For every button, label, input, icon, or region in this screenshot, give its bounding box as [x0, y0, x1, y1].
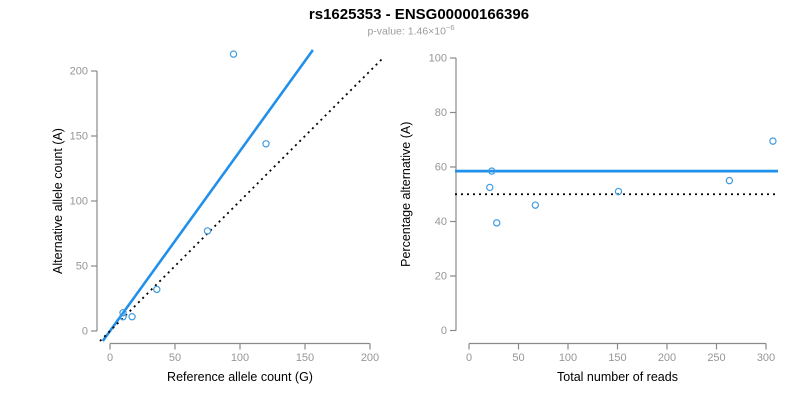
- data-point: [488, 167, 496, 175]
- data-point: [769, 137, 777, 145]
- y-tick-label: 200: [70, 66, 88, 78]
- x-tick-label: 100: [559, 352, 577, 364]
- plot-subtitle: p-value: 1.46×10−6: [367, 23, 454, 38]
- data-point: [203, 227, 212, 235]
- y-tick-label: 80: [435, 107, 447, 119]
- x-axis-title: Reference allele count (G): [167, 370, 313, 384]
- x-tick-label: 0: [466, 352, 472, 364]
- data-point: [493, 219, 501, 227]
- x-tick-label: 200: [658, 352, 676, 364]
- y-tick-label: 20: [435, 271, 447, 283]
- y-tick-label: 100: [70, 196, 88, 208]
- x-tick-label: 0: [107, 352, 113, 364]
- data-point: [119, 309, 127, 317]
- p-value-exponent: −6: [445, 23, 455, 32]
- x-tick-label: 300: [757, 352, 775, 364]
- data-point: [119, 313, 127, 321]
- x-tick-label: 50: [169, 352, 181, 364]
- data-point: [486, 183, 494, 192]
- data-point: [229, 50, 238, 58]
- y-tick-label: 0: [82, 326, 88, 338]
- plot-title: rs1625353 - ENSG00000166396: [308, 6, 530, 23]
- x-tick-label: 150: [296, 352, 314, 364]
- identity-line: [99, 57, 384, 342]
- data-point: [614, 187, 623, 196]
- data-point: [153, 285, 161, 294]
- panel-percentage-vs-reads: 0 20 40 60 80 100 0 50 100 150 200 250 300 Percentage…: [399, 53, 778, 384]
- y-tick-label: 150: [70, 131, 88, 143]
- x-tick-label: 100: [231, 352, 249, 364]
- regression-fit: [101, 49, 314, 342]
- data-point: [262, 140, 270, 148]
- x-tick-label: 150: [608, 352, 626, 364]
- x-tick-label: 50: [512, 352, 524, 364]
- y-tick-label: 50: [76, 261, 88, 273]
- y-tick-label: 40: [435, 216, 447, 228]
- x-tick-label: 200: [361, 352, 379, 364]
- y-tick-label: 60: [435, 162, 447, 174]
- y-axis-title: Alternative allele count (A): [51, 128, 65, 274]
- x-tick-label: 250: [707, 352, 725, 364]
- data-point: [725, 176, 734, 185]
- data-point: [128, 313, 136, 321]
- x-axis-title: Total number of reads: [557, 370, 678, 384]
- y-tick-label: 0: [441, 325, 447, 337]
- y-tick-label: 100: [429, 53, 447, 65]
- panel-allele-counts: 0 50 100 150 200 0 50 100 150 200 Alternative alle…: [51, 49, 384, 384]
- p-value-text: p-value: 1.46×10: [367, 25, 446, 38]
- data-point: [531, 201, 540, 209]
- y-axis-title: Percentage alternative (A): [399, 122, 413, 267]
